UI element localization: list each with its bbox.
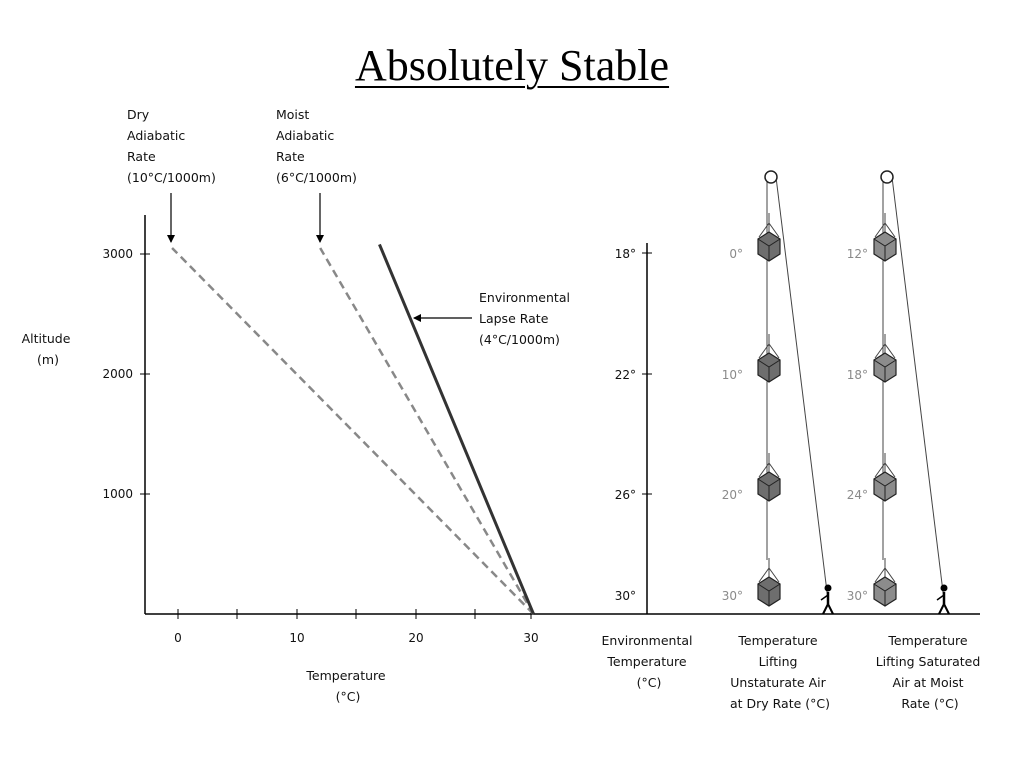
environmental-lapse-label: Environmental Lapse Rate (4°C/1000m) — [479, 290, 574, 347]
y-tick-label: 3000 — [102, 247, 133, 261]
air-parcel-box — [873, 334, 897, 383]
env-temp-tick: 26° — [615, 488, 636, 502]
dry-lift-column — [757, 170, 834, 615]
air-parcel-box — [873, 213, 897, 262]
moist-lift-temp: 12° — [847, 247, 868, 261]
dry-adiabatic-line — [171, 247, 535, 615]
pulley-icon — [880, 170, 894, 184]
y-ticks: 3000 2000 1000 — [102, 247, 150, 501]
moist-lift-temp: 24° — [847, 488, 868, 502]
moist-lift-temp: 30° — [847, 589, 868, 603]
env-temp-tick: 18° — [615, 247, 636, 261]
moist-adiabatic-label: Moist Adiabatic Rate (6°C/1000m) — [276, 107, 357, 185]
dry-lift-temp: 10° — [722, 368, 743, 382]
x-tick-label: 0 — [174, 631, 182, 645]
person-icon — [820, 584, 834, 615]
air-parcel-box — [757, 453, 781, 502]
x-tick-label: 10 — [289, 631, 304, 645]
y-axis-label: Altitude (m) — [22, 331, 75, 367]
moist-lift-column — [873, 170, 950, 615]
page-title: Absolutely Stable — [354, 41, 670, 90]
environmental-lapse-line — [378, 243, 535, 615]
x-axis-label: Temperature (°C) — [305, 668, 389, 704]
moist-lift-caption: Temperature Lifting Saturated Air at Moi… — [876, 633, 985, 711]
env-temperature-caption: Environmental Temperature (°C) — [602, 633, 697, 690]
dry-lift-temps: 0° 10° 20° 30° — [722, 247, 743, 603]
air-parcel-box — [873, 453, 897, 502]
air-parcel-box — [757, 213, 781, 262]
dry-lift-temp: 0° — [729, 247, 743, 261]
x-tick-label: 30 — [523, 631, 538, 645]
air-parcel-box — [873, 558, 897, 607]
y-tick-label: 1000 — [102, 487, 133, 501]
x-tick-label: 20 — [408, 631, 423, 645]
moist-lift-temps: 12° 18° 24° 30° — [847, 247, 868, 603]
dry-lift-temp: 30° — [722, 589, 743, 603]
air-parcel-box — [757, 558, 781, 607]
pulley-icon — [764, 170, 778, 184]
person-icon — [936, 584, 950, 615]
dry-lift-temp: 20° — [722, 488, 743, 502]
env-temp-tick: 22° — [615, 368, 636, 382]
x-ticks: 0 10 20 30 — [174, 609, 539, 645]
env-temp-tick: 30° — [615, 589, 636, 603]
moist-lift-temp: 18° — [847, 368, 868, 382]
dry-lift-caption: Temperature Lifting Unstaturate Air at D… — [730, 633, 830, 711]
moist-adiabatic-line — [319, 247, 535, 615]
y-tick-label: 2000 — [102, 367, 133, 381]
air-parcel-box — [757, 334, 781, 383]
env-temperature-ticks: 18° 22° 26° 30° — [615, 247, 652, 603]
dry-adiabatic-label: Dry Adiabatic Rate (10°C/1000m) — [127, 107, 216, 185]
